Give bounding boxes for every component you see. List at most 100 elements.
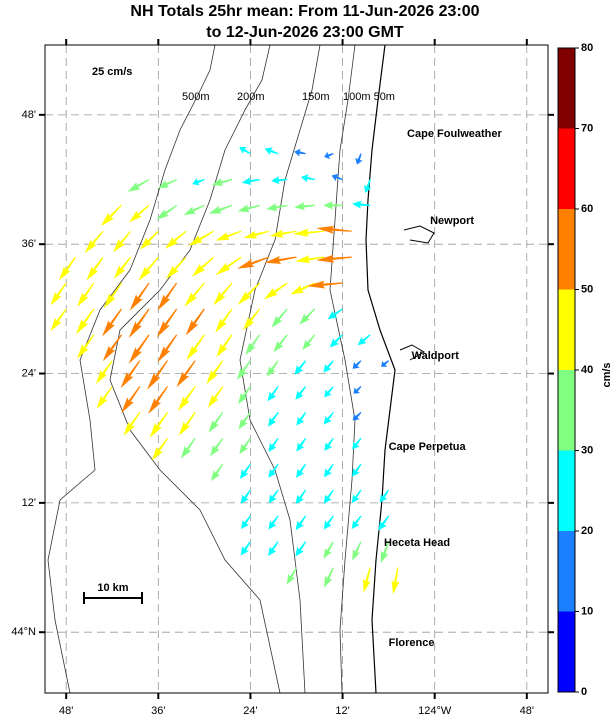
current-vector [295,386,307,400]
current-vector [352,541,362,561]
colorbar-segment [558,48,575,129]
current-vector [100,205,122,227]
y-tick-label: 24' [22,367,36,379]
current-vector [380,541,390,563]
current-vector [295,489,307,505]
current-vector [129,282,150,311]
reference-vector: 25 cm/s [92,66,132,78]
current-vector [241,515,251,530]
current-vector [323,489,334,504]
current-vector [268,412,279,427]
current-vector [355,153,363,165]
current-vector [323,201,343,210]
current-vector [299,308,316,325]
y-tick-label: 44°N [11,626,36,638]
colorbar-segment [558,611,575,692]
colorbar-tick-label: 0 [581,686,587,698]
current-vector [59,256,76,281]
current-vector [208,412,224,433]
current-vector [351,489,362,504]
current-vector [351,515,362,530]
current-vector [271,308,288,328]
current-vector [242,308,261,331]
current-vector [50,308,67,332]
colorbar-tick-label: 30 [581,444,593,456]
current-vector [185,308,205,336]
current-vector [50,282,67,306]
x-tick-label: 12' [335,705,349,717]
current-vector [120,360,141,389]
current-vector [364,179,372,193]
current-vector [293,228,325,237]
current-vector [113,230,132,253]
current-vector [323,541,334,559]
colorbar-tick-label: 60 [581,203,593,215]
title-line: NH Totals 25hr mean: From 11-Jun-2026 23… [130,3,479,20]
colorbar-segment [558,209,575,290]
current-vector [77,282,95,307]
current-vector [323,412,334,425]
current-vector [352,411,362,421]
current-vector [316,254,352,263]
current-vector [353,386,362,394]
current-vector [157,282,178,311]
current-vector [295,541,307,557]
place-label: Cape Perpetua [389,441,467,453]
current-vector [296,463,307,478]
colorbar-segment [558,370,575,451]
colorbar-segment [558,128,575,209]
coastline [365,44,396,694]
current-vector [329,334,343,348]
current-vector [300,174,315,183]
title-line: to 12-Jun-2026 23:00 GMT [206,24,404,41]
current-vector [237,256,270,269]
current-vector [148,386,168,415]
current-vector [188,230,214,246]
place-label: Florence [389,637,435,649]
bay [399,344,425,361]
current-vector [237,282,261,305]
current-vector [206,360,224,384]
current-vector [263,282,288,300]
current-vector [381,360,389,367]
colorbar-segment [558,531,575,612]
current-vector [147,360,168,390]
current-vector [243,230,269,239]
map-frame [44,44,549,694]
colorbar-tick-label: 10 [581,605,593,617]
current-vector [127,179,150,192]
current-vector [102,334,122,362]
current-vector [237,360,251,380]
current-vector [138,256,159,281]
current-vector [191,256,214,277]
current-vector [294,202,315,211]
x-tick-label: 48' [520,705,534,717]
current-vector [295,255,325,264]
y-tick-label: 12' [22,497,36,509]
depth-label: 200m [237,91,265,103]
current-vector [215,256,242,275]
current-vector [357,334,371,346]
current-vector [323,360,334,373]
current-vector [241,177,260,185]
current-vector [327,308,343,320]
scale-bar-label: 10 km [97,582,128,594]
x-tick-label: 48' [59,705,73,717]
current-vector [352,437,362,450]
current-vector [207,386,224,408]
current-vector [149,412,168,438]
current-vector [268,437,279,452]
current-vector [240,541,251,556]
current-vector [151,437,168,461]
current-vector [239,437,251,455]
current-vector [178,386,196,411]
current-vector [165,230,187,249]
current-vector [181,437,196,459]
x-tick-label: 36' [151,705,165,717]
current-vector [294,360,307,375]
colorbar-segment [558,450,575,531]
current-vector [331,173,343,182]
place-label: Heceta Head [384,537,450,549]
current-vector [178,412,196,436]
current-vector [129,204,150,223]
